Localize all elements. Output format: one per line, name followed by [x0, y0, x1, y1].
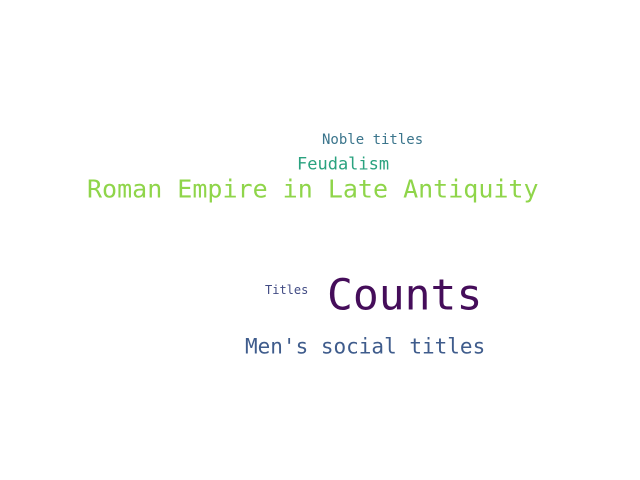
word-mens-social-titles: Men's social titles — [245, 334, 486, 359]
word-titles: Titles — [265, 283, 309, 297]
word-noble-titles: Noble titles — [322, 132, 424, 148]
word-feudalism: Feudalism — [297, 154, 390, 175]
word-roman-empire-in-late-antiquity: Roman Empire in Late Antiquity — [87, 174, 539, 204]
word-counts: Counts — [327, 270, 483, 321]
